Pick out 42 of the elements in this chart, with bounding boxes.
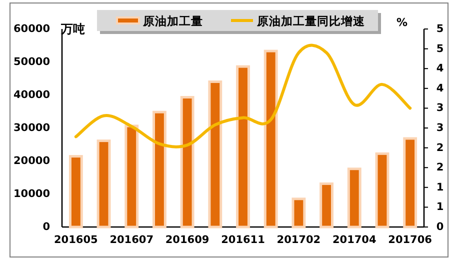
x-tick-label: 201704 xyxy=(332,234,376,246)
y2-tick-label: 0 xyxy=(436,221,444,233)
bar xyxy=(152,110,166,228)
bar xyxy=(375,152,390,228)
y-tick-label: 10000 xyxy=(13,188,50,200)
bar xyxy=(68,155,83,228)
y2-axis-title: % xyxy=(396,16,408,29)
y2-tick-label: 2 xyxy=(436,162,444,174)
x-tick-label: 201611 xyxy=(221,234,265,246)
y-tick-label: 20000 xyxy=(13,155,50,167)
y2-tick-label: 4 xyxy=(436,82,444,94)
bar xyxy=(96,140,111,228)
y2-tick-label: 5 xyxy=(436,42,444,55)
y-axis-title: 万吨 xyxy=(60,22,85,36)
bar xyxy=(208,80,222,228)
bar xyxy=(124,124,139,228)
y2-tick-label: 3 xyxy=(436,102,444,114)
x-tick-label: 201609 xyxy=(165,234,210,246)
legend-label: 原油加工量 xyxy=(142,14,203,28)
y-tick-label: 60000 xyxy=(13,23,50,35)
bar xyxy=(292,198,306,228)
bar xyxy=(180,96,194,228)
bar xyxy=(264,50,278,228)
x-tick-label: 201706 xyxy=(388,234,432,246)
y-tick-label: 0 xyxy=(42,221,50,233)
x-tick-label: 201607 xyxy=(110,234,154,246)
bar xyxy=(320,182,334,228)
bar xyxy=(236,65,250,228)
y-tick-label: 40000 xyxy=(13,89,50,101)
x-tick-label: 201702 xyxy=(276,234,321,246)
y-tick-label: 30000 xyxy=(13,122,50,134)
y-tick-label: 50000 xyxy=(13,56,50,68)
legend-label: 原油加工量同比增速 xyxy=(256,14,365,28)
bar xyxy=(403,137,418,228)
y2-tick-label: 2 xyxy=(436,142,444,154)
y2-tick-label: 1 xyxy=(436,181,444,194)
y2-tick-label: 4 xyxy=(436,62,444,75)
y2-tick-label: 5 xyxy=(436,23,444,35)
y2-tick-label: 1 xyxy=(436,201,444,214)
x-tick-label: 201605 xyxy=(54,234,98,246)
y2-tick-label: 3 xyxy=(436,122,444,134)
bar xyxy=(347,168,362,228)
